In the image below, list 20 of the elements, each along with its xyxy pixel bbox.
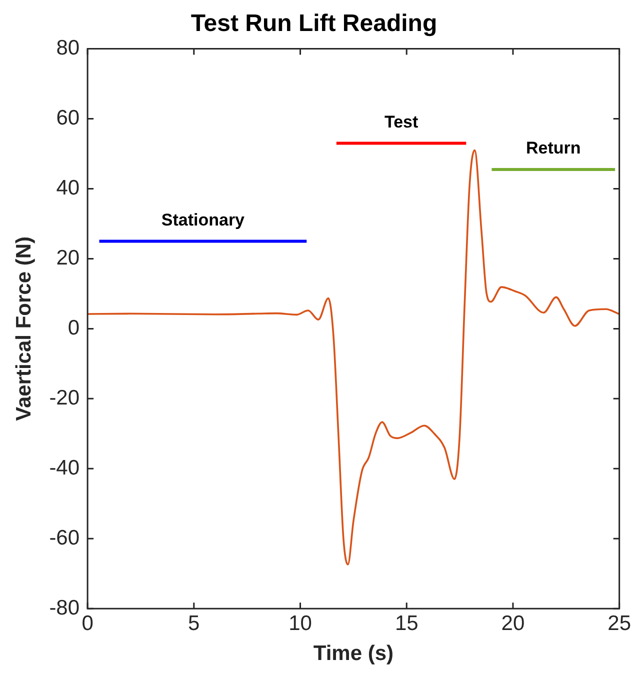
x-tick-label: 15 bbox=[394, 612, 418, 635]
x-tick-label: 5 bbox=[188, 612, 200, 635]
y-tick-label: 40 bbox=[56, 176, 80, 200]
x-axis-title: Time (s) bbox=[313, 642, 394, 666]
x-tick-label: 10 bbox=[288, 612, 312, 635]
y-tick-label: 60 bbox=[56, 106, 80, 130]
y-tick-label: 0 bbox=[68, 316, 80, 340]
series-label: Return bbox=[526, 138, 581, 158]
y-tick-label: -40 bbox=[49, 456, 80, 480]
x-tick-label: 20 bbox=[501, 612, 525, 635]
chart-title: Test Run Lift Reading bbox=[190, 10, 438, 38]
y-tick-label: -60 bbox=[49, 526, 80, 550]
y-tick-label: -80 bbox=[49, 596, 80, 620]
series-label: Test bbox=[384, 112, 418, 132]
x-tick-label: 25 bbox=[608, 612, 631, 635]
y-tick-label: 80 bbox=[56, 36, 80, 60]
y-tick-label: 20 bbox=[56, 246, 80, 270]
y-axis-title: Vaertical Force (N) bbox=[12, 236, 36, 421]
y-tick-label: -20 bbox=[49, 386, 80, 410]
series-label: Stationary bbox=[161, 210, 246, 230]
